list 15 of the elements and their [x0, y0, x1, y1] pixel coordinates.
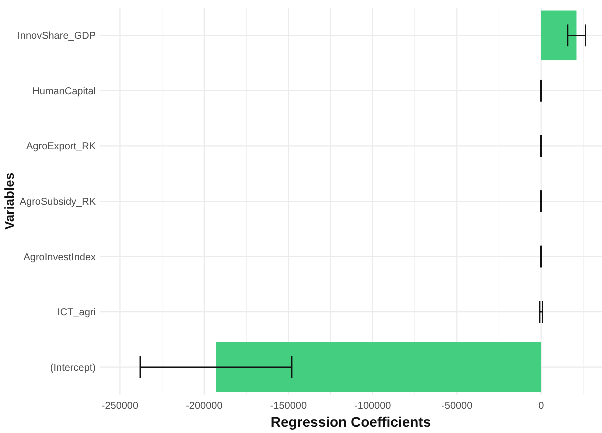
x-tick-label: -200000	[186, 401, 224, 412]
x-tick-label: -50000	[442, 401, 474, 412]
y-tick-label: AgroInvestIndex	[24, 252, 96, 264]
y-axis-title: Variables	[2, 172, 17, 230]
y-tick-label: ICT_agri	[58, 308, 96, 319]
x-tick-label: -150000	[270, 401, 308, 412]
y-tick-label: AgroExport_RK	[26, 142, 96, 153]
x-axis-title: Regression Coefficients	[270, 414, 432, 430]
y-tick-label: InnovShare_GDP	[18, 31, 96, 42]
y-tick-label: HumanCapital	[32, 86, 96, 98]
y-tick-label: (Intercept)	[50, 362, 96, 374]
x-tick-label: 0	[538, 401, 545, 412]
x-tick-label: -250000	[102, 401, 139, 412]
y-tick-label: AgroSubsidy_RK	[20, 197, 96, 208]
x-tick-label: -100000	[354, 401, 392, 412]
